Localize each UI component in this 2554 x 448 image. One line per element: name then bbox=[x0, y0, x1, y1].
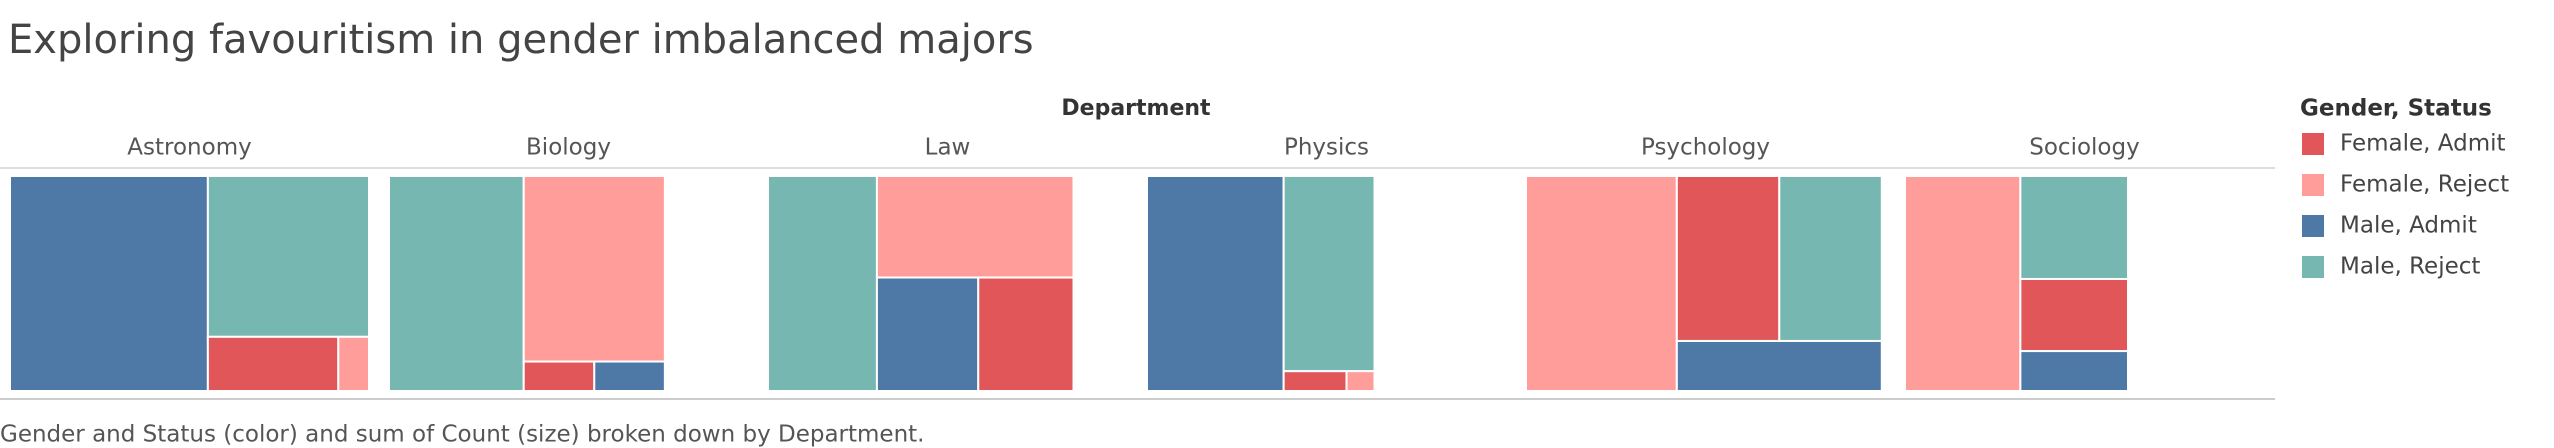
treemap-cell bbox=[388, 175, 525, 392]
legend-label: Female, Admit bbox=[2340, 131, 2506, 157]
treemap-cell bbox=[977, 276, 1075, 393]
chart-title: Exploring favouritism in gender imbalanc… bbox=[8, 17, 1034, 63]
legend-swatch bbox=[2302, 215, 2324, 237]
department-label: Sociology bbox=[2029, 135, 2139, 161]
legend-swatch bbox=[2302, 174, 2324, 196]
treemap-cell bbox=[522, 175, 666, 363]
treemap-cell bbox=[337, 335, 371, 393]
treemap-cell bbox=[1778, 175, 1883, 342]
treemap-cell bbox=[206, 335, 340, 393]
treemap-cell bbox=[522, 360, 596, 392]
caption: Gender and Status (color) and sum of Cou… bbox=[0, 422, 925, 448]
column-header: Department bbox=[1061, 96, 1211, 121]
department-label: Psychology bbox=[1641, 135, 1770, 161]
treemap-cell bbox=[767, 175, 878, 392]
treemap-cell bbox=[2019, 175, 2130, 280]
treemap-cell bbox=[1146, 175, 1285, 392]
treemap-cell bbox=[1282, 175, 1376, 373]
treemap-cell bbox=[1675, 339, 1883, 393]
treemap-cell bbox=[875, 276, 980, 393]
treemap-cell bbox=[593, 360, 666, 392]
legend-swatch bbox=[2302, 256, 2324, 278]
legend-label: Male, Reject bbox=[2340, 254, 2480, 280]
department-label: Physics bbox=[1284, 135, 1369, 161]
treemap-cell bbox=[2019, 277, 2130, 353]
treemap-cell bbox=[206, 175, 370, 338]
department-label: Law bbox=[925, 135, 971, 161]
treemap-cell bbox=[1904, 175, 2022, 392]
treemap-cell bbox=[875, 175, 1075, 279]
treemap-cell bbox=[9, 175, 209, 392]
treemap-cell bbox=[1345, 370, 1376, 393]
department-label: Biology bbox=[526, 135, 611, 161]
treemap-cell bbox=[1675, 175, 1781, 342]
legend-title: Gender, Status bbox=[2300, 96, 2492, 122]
treemap-cell bbox=[1525, 175, 1678, 392]
legend-label: Male, Admit bbox=[2340, 213, 2477, 239]
legend-label: Female, Reject bbox=[2340, 172, 2509, 198]
treemap-cell bbox=[2019, 350, 2130, 392]
legend-swatch bbox=[2302, 133, 2324, 155]
treemap-cell bbox=[1282, 370, 1348, 393]
department-label: Astronomy bbox=[127, 135, 251, 161]
